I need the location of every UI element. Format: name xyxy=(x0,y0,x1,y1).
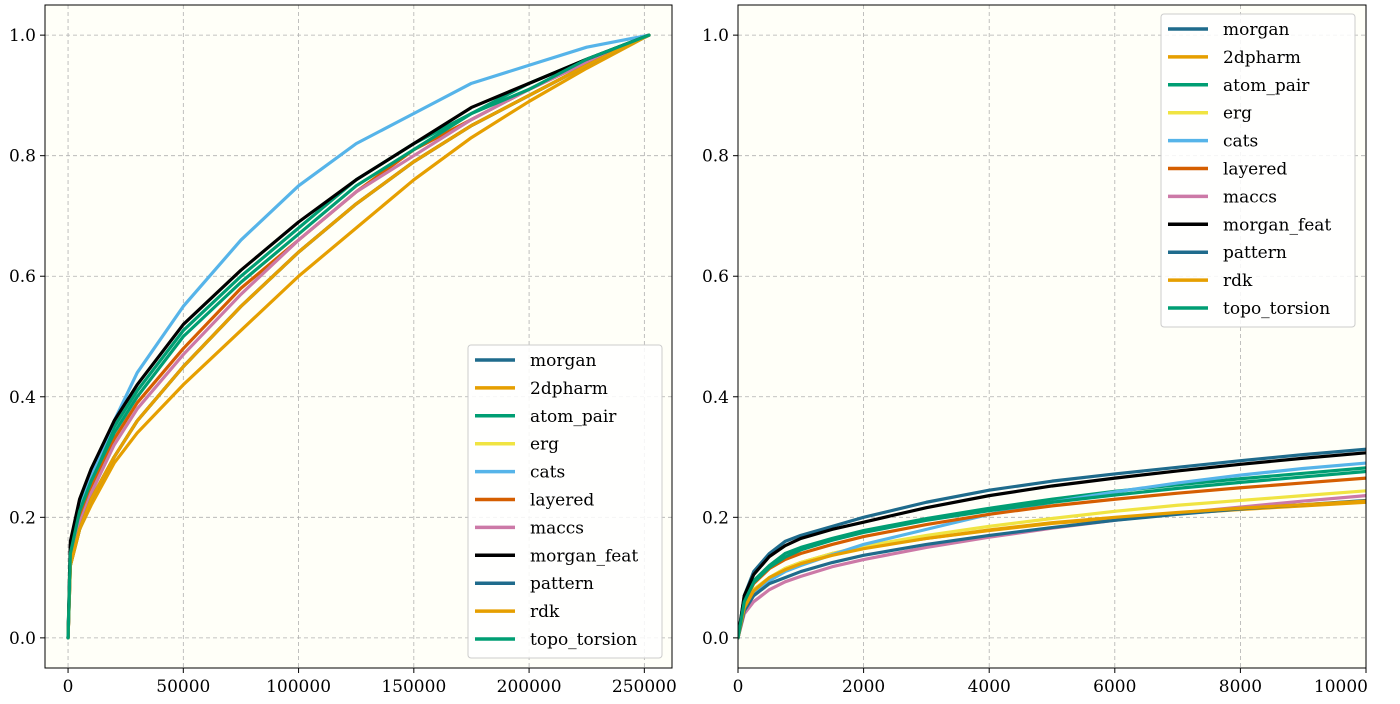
legend-label: morgan_feat xyxy=(530,546,638,566)
legend-item-morgan: morgan xyxy=(1168,20,1289,40)
legend-label: layered xyxy=(530,491,594,511)
series-line-morgan xyxy=(738,447,1366,640)
series-group xyxy=(66,33,651,640)
legend-label: morgan xyxy=(1223,20,1289,40)
series-line-topo-torsion xyxy=(66,33,651,640)
x-tick-label: 0 xyxy=(63,677,74,697)
y-tick-label: 0.2 xyxy=(702,508,729,528)
legend-item-atom-pair: atom_pair xyxy=(1168,76,1310,96)
legend-item-2dpharm: 2dpharm xyxy=(1168,48,1301,68)
axes-frame xyxy=(44,4,673,669)
legend-label: 2dpharm xyxy=(1223,48,1301,68)
series-line-maccs xyxy=(66,33,651,640)
legend-item-morgan-feat: morgan_feat xyxy=(1168,215,1331,235)
x-tick-label: 10000 xyxy=(1314,677,1368,697)
x-tick-label: 0 xyxy=(733,677,744,697)
legend-label: morgan xyxy=(530,351,596,371)
series-line-morgan-feat xyxy=(738,451,1366,640)
legend-box xyxy=(1160,13,1356,328)
legend-label: topo_torsion xyxy=(530,630,637,650)
legend-item-morgan: morgan xyxy=(475,351,596,371)
legend-item-maccs: maccs xyxy=(475,518,584,538)
legend-item-topo-torsion: topo_torsion xyxy=(1168,299,1330,319)
axes-frame xyxy=(737,4,1367,669)
legend-item-layered: layered xyxy=(475,491,594,511)
x-tick-label: 2000 xyxy=(842,677,885,697)
y-tick-label: 0.0 xyxy=(9,629,36,649)
legend-label: maccs xyxy=(1223,187,1277,207)
right-chart-panel: 0 2000 4000 6000 8000 10000 0.0 0.2 0.4 0.6 0.8 1.0… xyxy=(702,4,1368,697)
x-tick-label: 150000 xyxy=(381,677,446,697)
legend-item-2dpharm: 2dpharm xyxy=(475,379,608,399)
y-tick-label: 0.2 xyxy=(9,508,36,528)
legend-item-layered: layered xyxy=(1168,160,1287,180)
series-line-topo-torsion xyxy=(738,469,1366,640)
y-tick-label: 0.6 xyxy=(9,267,36,287)
legend-item-erg: erg xyxy=(475,435,559,455)
legend-label: pattern xyxy=(530,574,594,594)
series-line-cats xyxy=(738,461,1366,640)
legend-label: atom_pair xyxy=(1223,76,1310,96)
y-tick-label: 1.0 xyxy=(9,26,36,46)
x-tick-label: 200000 xyxy=(497,677,562,697)
legend-label: 2dpharm xyxy=(530,379,608,399)
y-tick-label: 0.8 xyxy=(702,147,729,167)
legend-label: erg xyxy=(530,435,559,455)
legend-item-rdk: rdk xyxy=(475,602,560,622)
series-line-morgan-feat xyxy=(66,33,651,640)
y-tick-label: 0.0 xyxy=(702,629,729,649)
legend-label: cats xyxy=(530,463,565,483)
x-tick-label: 250000 xyxy=(612,677,677,697)
legend-item-morgan-feat: morgan_feat xyxy=(475,546,638,566)
legend-label: morgan_feat xyxy=(1223,215,1331,235)
x-tick-label: 6000 xyxy=(1093,677,1136,697)
x-tick-label: 4000 xyxy=(968,677,1011,697)
series-line-rdk xyxy=(66,33,651,640)
legend-label: maccs xyxy=(530,518,584,538)
legend-label: rdk xyxy=(1223,271,1253,291)
x-tick-label: 8000 xyxy=(1219,677,1262,697)
legend-label: erg xyxy=(1223,104,1252,124)
legend-label: layered xyxy=(1223,160,1287,180)
legend-label: atom_pair xyxy=(530,407,617,427)
legend-item-pattern: pattern xyxy=(475,574,594,594)
legend-label: rdk xyxy=(530,602,560,622)
x-tick-label: 50000 xyxy=(156,677,210,697)
y-tick-label: 0.8 xyxy=(9,147,36,167)
x-tick-label: 100000 xyxy=(266,677,331,697)
y-tick-label: 0.4 xyxy=(9,388,36,408)
legend-box xyxy=(467,344,663,659)
legend-item-cats: cats xyxy=(475,463,565,483)
legend-item-cats: cats xyxy=(1168,132,1258,152)
legend-item-maccs: maccs xyxy=(1168,187,1277,207)
legend-label: cats xyxy=(1223,132,1258,152)
legend-item-rdk: rdk xyxy=(1168,271,1253,291)
legend-item-atom-pair: atom_pair xyxy=(475,407,617,427)
y-tick-label: 0.6 xyxy=(702,267,729,287)
legend-label: topo_torsion xyxy=(1223,299,1330,319)
legend-item-erg: erg xyxy=(1168,104,1252,124)
series-group xyxy=(738,447,1366,640)
legend-label: pattern xyxy=(1223,243,1287,263)
legend-item-topo-torsion: topo_torsion xyxy=(475,630,637,650)
y-tick-label: 1.0 xyxy=(702,26,729,46)
y-tick-label: 0.4 xyxy=(702,388,729,408)
left-chart-panel: 0 50000 100000 150000 200000 250000 0.0 0.2 0.4 0… xyxy=(9,4,677,697)
series-line-rdk xyxy=(738,499,1366,640)
legend-item-pattern: pattern xyxy=(1168,243,1287,263)
